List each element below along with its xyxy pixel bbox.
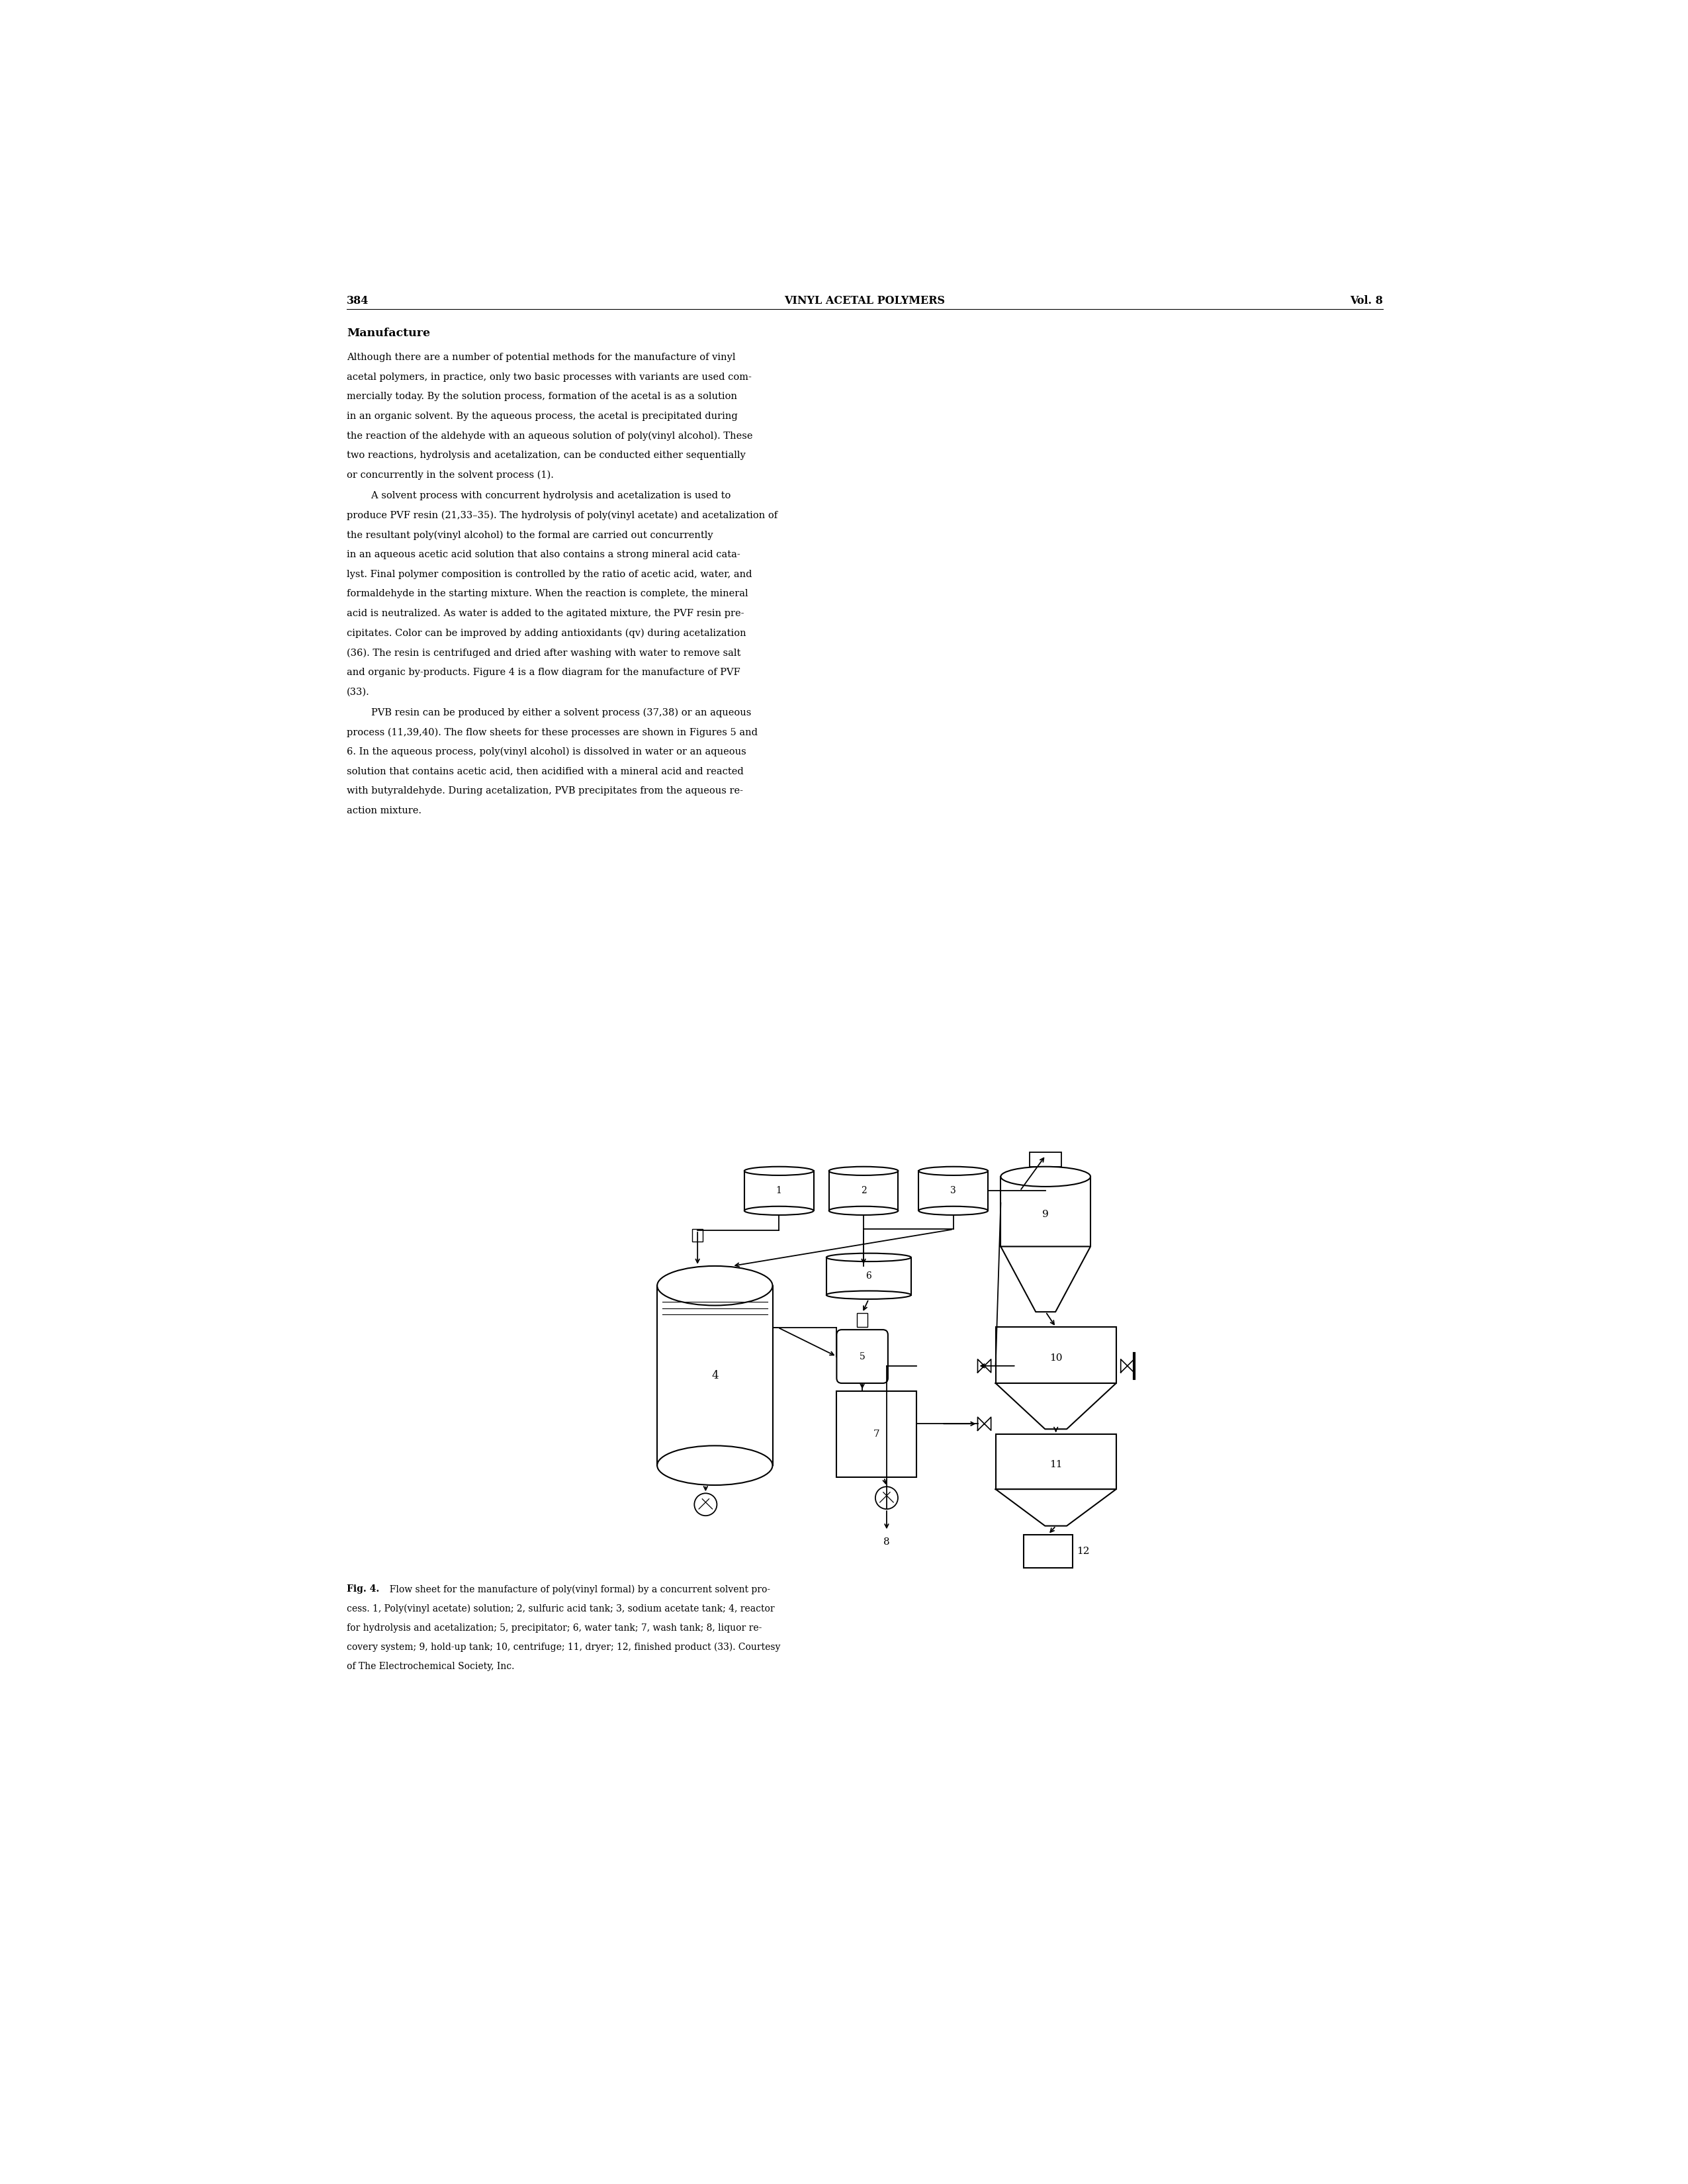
Text: VINYL ACETAL POLYMERS: VINYL ACETAL POLYMERS [785,295,945,306]
Text: 11: 11 [1050,1459,1062,1470]
Text: formaldehyde in the starting mixture. When the reaction is complete, the mineral: formaldehyde in the starting mixture. Wh… [348,590,748,598]
Bar [837,1391,917,1476]
Ellipse shape [744,1206,814,1214]
Text: Although there are a number of potential methods for the manufacture of vinyl: Although there are a number of potential… [348,354,736,363]
Text: lyst. Final polymer composition is controlled by the ratio of acetic acid, water: lyst. Final polymer composition is contr… [348,570,753,579]
Text: 10: 10 [1050,1354,1062,1363]
Bar [996,1435,1116,1489]
Text: A solvent process with concurrent hydrolysis and acetalization is used to: A solvent process with concurrent hydrol… [348,491,731,500]
Text: 2: 2 [861,1186,866,1195]
Ellipse shape [827,1254,912,1262]
Ellipse shape [829,1206,898,1214]
Text: 5: 5 [859,1352,866,1361]
Ellipse shape [829,1166,898,1175]
Ellipse shape [657,1267,773,1306]
Text: 7: 7 [873,1431,879,1439]
Text: Flow sheet for the manufacture of poly(vinyl formal) by a concurrent solvent pro: Flow sheet for the manufacture of poly(v… [383,1586,770,1594]
Text: and organic by-products. Figure 4 is a flow diagram for the manufacture of PVF: and organic by-products. Figure 4 is a f… [348,668,741,677]
Text: for hydrolysis and acetalization; 5, precipitator; 6, water tank; 7, wash tank; : for hydrolysis and acetalization; 5, pre… [348,1623,761,1631]
Ellipse shape [918,1166,987,1175]
Text: 8: 8 [883,1538,890,1546]
Bar [1030,1153,1062,1166]
Bar [858,1313,868,1328]
Text: two reactions, hydrolysis and acetalization, can be conducted either sequentiall: two reactions, hydrolysis and acetalizat… [348,450,746,461]
Ellipse shape [657,1446,773,1485]
Text: 384: 384 [348,295,370,306]
Text: 6. In the aqueous process, poly(vinyl alcohol) is dissolved in water or an aqueo: 6. In the aqueous process, poly(vinyl al… [348,747,746,756]
Text: acetal polymers, in practice, only two basic processes with variants are used co: acetal polymers, in practice, only two b… [348,373,751,382]
Ellipse shape [1001,1166,1090,1186]
Text: in an organic solvent. By the aqueous process, the acetal is precipitated during: in an organic solvent. By the aqueous pr… [348,411,738,422]
Text: produce PVF resin (21,33–35). The hydrolysis of poly(vinyl acetate) and acetaliz: produce PVF resin (21,33–35). The hydrol… [348,511,778,520]
Polygon shape [1001,1247,1090,1313]
Bar [1025,1535,1072,1568]
Polygon shape [996,1489,1116,1527]
Text: cipitates. Color can be improved by adding antioxidants (qv) during acetalizatio: cipitates. Color can be improved by addi… [348,629,746,638]
Text: solution that contains acetic acid, then acidified with a mineral acid and react: solution that contains acetic acid, then… [348,767,744,775]
Text: acid is neutralized. As water is added to the agitated mixture, the PVF resin pr: acid is neutralized. As water is added t… [348,609,744,618]
Text: process (11,39,40). The flow sheets for these processes are shown in Figures 5 a: process (11,39,40). The flow sheets for … [348,727,758,738]
Ellipse shape [744,1166,814,1175]
Text: Vol. 8: Vol. 8 [1350,295,1382,306]
Text: 6: 6 [866,1271,871,1280]
Ellipse shape [918,1206,987,1214]
Text: Fig. 4.: Fig. 4. [348,1586,380,1594]
Text: Manufacture: Manufacture [348,328,430,339]
Text: 4: 4 [711,1369,719,1380]
Text: 3: 3 [950,1186,955,1195]
Text: covery system; 9, hold-up tank; 10, centrifuge; 11, dryer; 12, finished product : covery system; 9, hold-up tank; 10, cent… [348,1642,780,1651]
Text: mercially today. By the solution process, formation of the acetal is as a soluti: mercially today. By the solution process… [348,393,738,402]
Text: PVB resin can be produced by either a solvent process (37,38) or an aqueous: PVB resin can be produced by either a so… [348,708,751,719]
Polygon shape [996,1382,1116,1428]
Text: (36). The resin is centrifuged and dried after washing with water to remove salt: (36). The resin is centrifuged and dried… [348,649,741,657]
Text: 9: 9 [1043,1210,1048,1219]
Text: 1: 1 [776,1186,782,1195]
Text: or concurrently in the solvent process (1).: or concurrently in the solvent process (… [348,470,554,480]
Text: (33).: (33). [348,688,370,697]
Text: in an aqueous acetic acid solution that also contains a strong mineral acid cata: in an aqueous acetic acid solution that … [348,550,741,559]
Text: the reaction of the aldehyde with an aqueous solution of poly(vinyl alcohol). Th: the reaction of the aldehyde with an aqu… [348,430,753,441]
Text: cess. 1, Poly(vinyl acetate) solution; 2, sulfuric acid tank; 3, sodium acetate : cess. 1, Poly(vinyl acetate) solution; 2… [348,1603,775,1614]
Ellipse shape [827,1291,912,1299]
Bar [692,1230,702,1241]
Bar [996,1328,1116,1382]
Text: of The Electrochemical Society, Inc.: of The Electrochemical Society, Inc. [348,1662,515,1671]
Text: action mixture.: action mixture. [348,806,422,815]
Text: 12: 12 [1077,1546,1089,1555]
Text: the resultant poly(vinyl alcohol) to the formal are carried out concurrently: the resultant poly(vinyl alcohol) to the… [348,531,714,539]
Text: with butyraldehyde. During acetalization, PVB precipitates from the aqueous re-: with butyraldehyde. During acetalization… [348,786,743,795]
